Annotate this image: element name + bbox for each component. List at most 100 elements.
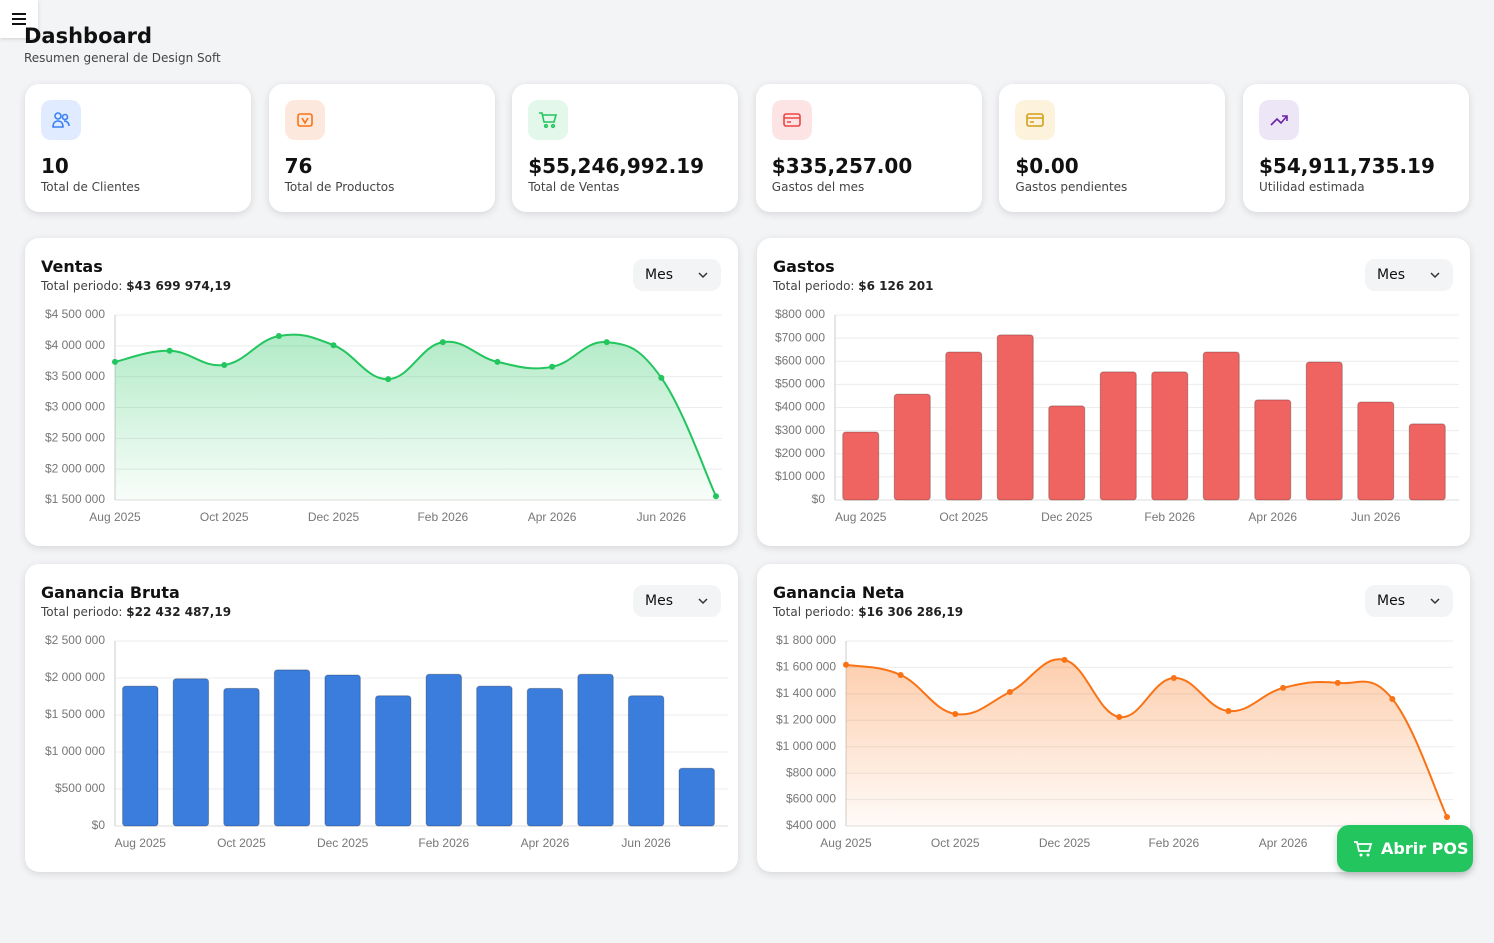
y-tick-label: $800 000: [775, 307, 825, 321]
bar: [1408, 423, 1446, 501]
x-tick-label: Jun 2026: [1351, 510, 1401, 524]
x-tick-label: Apr 2026: [528, 510, 577, 524]
bar: [172, 678, 210, 827]
y-tick-label: $1 000 000: [45, 744, 105, 758]
icon: [296, 113, 313, 127]
stat-label: Total de Productos: [284, 180, 395, 194]
chevron: [698, 272, 708, 279]
chart-title: Gastos: [773, 257, 835, 276]
chart-card: Gastos Total periodo: $6 126 201 Mes $0 $100…: [757, 238, 1470, 546]
bar: [476, 685, 513, 827]
area: [115, 334, 716, 500]
period-select[interactable]: Mes: [633, 585, 721, 617]
period-total: $6 126 201: [858, 279, 934, 293]
stat-card: 76 Total de Productos: [268, 84, 495, 212]
point: [439, 339, 446, 346]
bar: [893, 393, 931, 501]
y-tick-label: $3 500 000: [45, 369, 105, 383]
x-tick-label: Jun 2026: [637, 510, 687, 524]
point: [1225, 708, 1232, 715]
period-select[interactable]: Mes: [1365, 259, 1453, 291]
pos-button[interactable]: Abrir POS: [1337, 825, 1473, 872]
point: [112, 358, 118, 365]
period-select[interactable]: Mes: [633, 259, 721, 291]
chart-subtitle: Total periodo: $43 699 974,19: [41, 279, 231, 293]
stat-label: Gastos del mes: [771, 180, 865, 194]
stat-value: 10: [41, 154, 69, 178]
chevron: [698, 598, 708, 605]
point: [330, 342, 337, 349]
period-select-label: Mes: [645, 267, 673, 283]
bar: [273, 669, 311, 827]
bar: [1254, 399, 1292, 501]
x-tick-label: Aug 2025: [835, 510, 887, 524]
period-label: Total periodo:: [41, 605, 123, 619]
stat-label: Utilidad estimada: [1259, 180, 1365, 194]
icon: [1026, 113, 1045, 127]
y-tick-label: $1 200 000: [776, 712, 836, 726]
chart-subtitle: Total periodo: $16 306 286,19: [773, 605, 963, 619]
stat-icon: [284, 100, 325, 140]
y-tick-label: $1 000 000: [776, 739, 836, 753]
y-tick-label: $2 000 000: [45, 670, 105, 684]
point: [1444, 814, 1450, 821]
period-label: Total periodo:: [773, 279, 855, 293]
point: [713, 493, 719, 500]
area: [846, 659, 1447, 826]
y-tick-label: $1 500 000: [45, 492, 105, 506]
page-subtitle: Resumen general de Design Soft: [24, 51, 221, 65]
y-tick-label: $600 000: [775, 353, 825, 367]
bar: [1048, 405, 1086, 501]
y-tick-label: $1 500 000: [45, 707, 105, 721]
chart-svg: $0 $500 000 $1 000 000 $1 500 000 $2 000 000…: [45, 633, 728, 850]
x-tick-label: Oct 2025: [939, 510, 988, 524]
y-tick-label: $700 000: [775, 330, 825, 344]
stat-icon: [1015, 100, 1056, 140]
point: [1061, 656, 1068, 663]
stat-label: Total de Clientes: [41, 180, 141, 194]
y-tick-label: $500 000: [775, 377, 825, 391]
chart-card: Ventas Total periodo: $43 699 974,19 Mes $1…: [25, 238, 738, 546]
point: [843, 661, 849, 668]
point: [385, 376, 392, 383]
x-tick-label: Dec 2025: [1039, 836, 1091, 850]
bar: [1357, 401, 1395, 501]
period-total: $22 432 487,19: [126, 605, 232, 619]
point: [1170, 675, 1177, 681]
x-tick-label: Oct 2025: [200, 510, 249, 524]
point: [658, 374, 665, 381]
period-select-label: Mes: [645, 593, 673, 609]
y-tick-label: $600 000: [786, 792, 836, 806]
point: [549, 363, 556, 370]
y-tick-label: $200 000: [775, 446, 825, 460]
y-tick-label: $3 000 000: [45, 400, 105, 414]
point: [1389, 696, 1396, 703]
bar: [425, 673, 462, 827]
period-select-label: Mes: [1377, 593, 1405, 609]
y-tick-label: $4 000 000: [45, 338, 105, 352]
stat-card: $54,911,735.19 Utilidad estimada: [1243, 84, 1469, 212]
stat-card: $0.00 Gastos pendientes: [999, 84, 1226, 212]
stat-value: $0.00: [1015, 154, 1079, 178]
x-tick-label: Feb 2026: [1144, 510, 1195, 524]
x-tick-label: Apr 2026: [521, 836, 570, 850]
bar: [526, 687, 564, 827]
y-tick-label: $400 000: [775, 400, 825, 414]
bar: [375, 695, 412, 827]
point: [1006, 689, 1013, 696]
stat-card: $335,257.00 Gastos del mes: [755, 84, 982, 212]
stat-label: Gastos pendientes: [1015, 180, 1128, 194]
point: [1334, 679, 1341, 686]
bar: [996, 334, 1034, 501]
period-total: $16 306 286,19: [858, 605, 964, 619]
chart-title: Ganancia Bruta: [41, 583, 180, 602]
bar: [842, 431, 880, 501]
period-select[interactable]: Mes: [1365, 585, 1453, 617]
menu-button[interactable]: [0, 0, 38, 38]
icon: [1270, 115, 1288, 126]
y-tick-label: $1 800 000: [776, 633, 836, 647]
chart-title: Ganancia Neta: [773, 583, 905, 602]
stat-value: 76: [284, 154, 313, 178]
stat-value: $335,257.00: [771, 154, 913, 178]
